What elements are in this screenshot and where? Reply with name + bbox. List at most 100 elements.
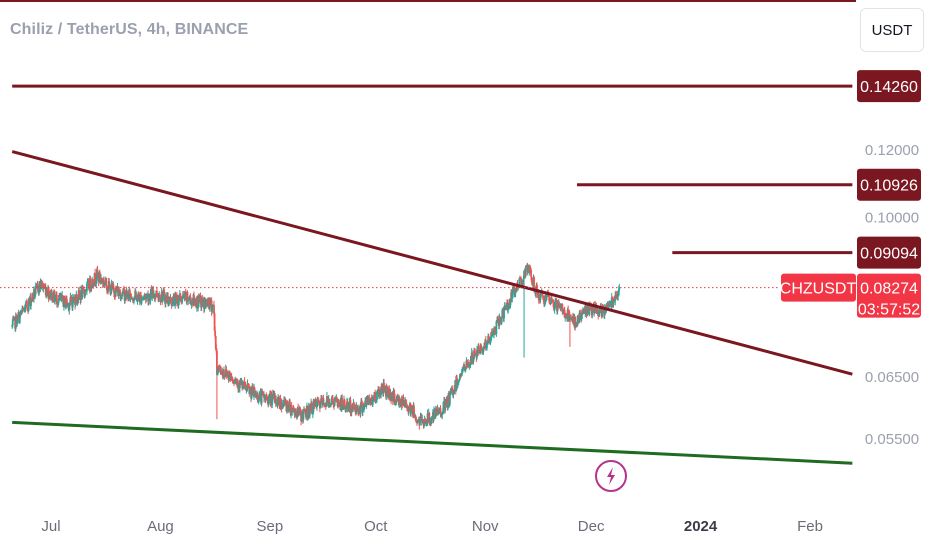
candle-body <box>21 308 24 313</box>
candle-body <box>287 406 290 412</box>
candle-body <box>357 407 360 412</box>
candle-body <box>220 370 222 374</box>
candle-body <box>15 323 18 327</box>
candle-body <box>110 283 113 292</box>
candle-body <box>354 407 357 410</box>
candle-body <box>142 297 145 299</box>
candle-body <box>281 408 284 410</box>
candle-body <box>179 293 182 300</box>
candle-body <box>274 395 277 404</box>
candle-body <box>525 265 528 267</box>
time-axis: Jul Aug Sep Oct Nov Dec 2024 Feb <box>41 518 823 535</box>
candle-body <box>154 294 157 299</box>
candle-body <box>316 402 318 408</box>
candle-body <box>170 297 172 304</box>
candle-body <box>344 405 347 409</box>
candle-body <box>293 409 295 411</box>
candle-body <box>174 294 177 306</box>
candle-body <box>231 377 234 381</box>
candle-body <box>164 296 167 304</box>
candle-body <box>555 299 558 308</box>
candle-body <box>547 295 550 297</box>
candle-body <box>101 280 104 282</box>
candle-body <box>607 304 610 308</box>
candle-body <box>463 365 465 369</box>
candle-body <box>233 382 235 384</box>
candle-body <box>152 289 155 296</box>
candle-body <box>247 386 250 388</box>
candle-body <box>26 307 29 309</box>
candle-body <box>540 292 543 295</box>
candle-body <box>504 305 507 308</box>
candle-body <box>268 394 271 397</box>
candle-body <box>68 302 71 306</box>
candle-body <box>261 391 264 395</box>
candle-body <box>442 401 445 411</box>
candle-body <box>489 340 492 343</box>
candle-body <box>130 297 133 299</box>
candle-body <box>468 363 471 368</box>
candle-body <box>141 298 144 300</box>
candle-body <box>31 293 34 302</box>
candle-body <box>140 299 143 304</box>
candle-body <box>305 410 308 417</box>
candle-body <box>453 388 456 392</box>
candle-body <box>131 298 134 301</box>
candle-body <box>127 292 130 300</box>
candle-body <box>126 292 129 294</box>
candle-body <box>543 299 545 305</box>
candle-body <box>359 404 362 414</box>
candle-body <box>368 398 371 402</box>
candle-body <box>394 403 397 405</box>
candle-body <box>264 395 267 401</box>
candle-body <box>613 300 616 302</box>
candle-body <box>214 330 217 337</box>
candle-body <box>228 372 231 375</box>
candle-body <box>440 414 443 416</box>
candle-body <box>453 391 455 393</box>
candle-body <box>199 296 202 301</box>
candle-body <box>294 410 297 415</box>
candle-body <box>542 297 545 300</box>
candle-body <box>562 310 565 314</box>
currency-button[interactable]: USDT <box>860 8 924 52</box>
candle-body <box>98 272 101 281</box>
candle-body <box>82 287 85 290</box>
candle-body <box>575 322 578 326</box>
candle-body <box>250 393 253 399</box>
candle-body <box>61 295 64 301</box>
candle-body <box>271 393 274 398</box>
candle-body <box>404 399 407 403</box>
candle-body <box>230 375 233 378</box>
candle-body <box>114 287 117 297</box>
candle-body <box>121 291 124 296</box>
candle-body <box>120 295 123 298</box>
candle-body <box>180 299 182 301</box>
candle-body <box>461 367 464 372</box>
candle-body <box>589 306 592 308</box>
candle-body <box>265 395 268 397</box>
candle-body <box>220 373 223 375</box>
candle-body <box>391 393 394 396</box>
price-tags-group: 0.14260 0.10926 0.09094 CHZUSDT 0.08274 03:57… <box>780 70 921 319</box>
candle-body <box>139 294 142 296</box>
candle-body <box>266 396 268 401</box>
candle-body <box>194 298 197 306</box>
candle-body <box>81 287 84 299</box>
candle-body <box>394 402 397 404</box>
candle-body <box>509 301 512 306</box>
candle-body <box>162 291 165 297</box>
candle-body <box>557 303 560 308</box>
candle-body <box>505 302 508 307</box>
candle-body <box>487 335 490 339</box>
candle-body <box>86 282 89 284</box>
candle-body <box>435 408 438 413</box>
candles-group <box>11 262 621 430</box>
candle-body <box>325 402 328 408</box>
candle-body <box>31 293 34 298</box>
candle-body <box>530 277 533 283</box>
candle-body <box>460 373 463 376</box>
candle-body <box>580 314 583 319</box>
